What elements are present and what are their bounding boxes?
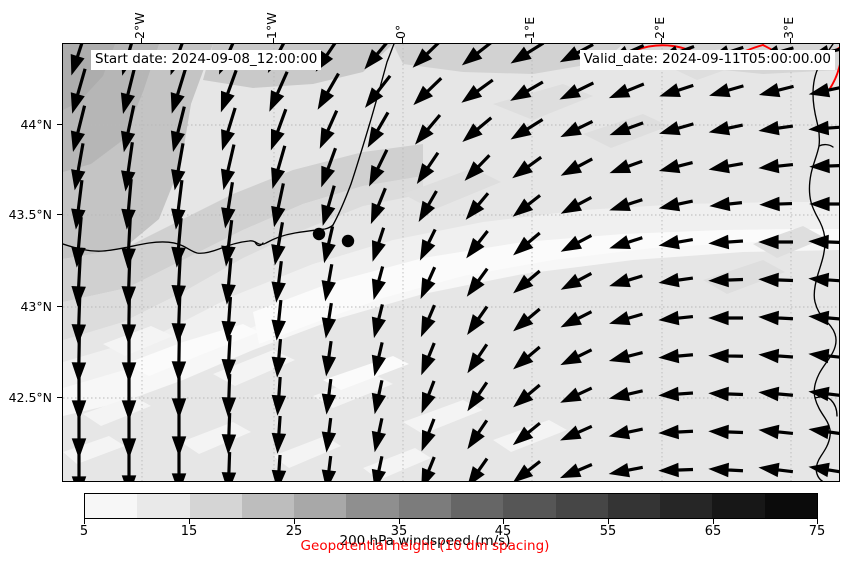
xtick-mark-1 <box>273 38 274 43</box>
map-axes: Start date: 2024-09-08_12:00:00 Valid_da… <box>62 43 840 482</box>
colorbar-tick-label-6: 65 <box>704 524 722 539</box>
colorbar: 5 15 25 35 45 55 65 75 <box>80 493 825 539</box>
colorbar-band-0 <box>85 494 138 518</box>
colorbar-tick-4 <box>503 519 504 524</box>
colorbar-band-13 <box>764 494 817 518</box>
colorbar-band-5 <box>346 494 399 518</box>
colorbar-band-8 <box>503 494 556 518</box>
valid-date-label: Valid_date: 2024-09-11T05:00:00.00 <box>579 50 835 70</box>
ytick-label-2: 43°N <box>20 299 52 314</box>
colorbar-band-2 <box>189 494 242 518</box>
colorbar-band-6 <box>398 494 451 518</box>
xtick-label-1: 1°W <box>264 12 279 39</box>
ytick-mark-2 <box>57 306 62 307</box>
colorbar-tick-label-0: 5 <box>79 524 89 539</box>
colorbar-band-4 <box>294 494 347 518</box>
wind-arrows <box>70 44 839 481</box>
colorbar-tick-0 <box>84 519 85 524</box>
colorbar-title: 200 hPa windspeed (m/s) <box>339 533 511 549</box>
colorbar-band-3 <box>241 494 295 518</box>
xtick-mark-2 <box>402 38 403 43</box>
xtick-mark-0 <box>141 38 142 43</box>
colorbar-tick-label-3: 35 <box>390 524 408 539</box>
xtick-label-4: 2°E <box>652 16 667 39</box>
xtick-mark-4 <box>661 38 662 43</box>
colorbar-band-11 <box>660 494 713 518</box>
colorbar-tick-label-1: 15 <box>180 524 198 539</box>
map-gridlines <box>63 44 839 481</box>
ytick-mark-0 <box>57 124 62 125</box>
ytick-label-1: 43.5°N <box>8 207 52 222</box>
map-plot-svg <box>63 44 839 481</box>
xtick-label-2: 0° <box>393 24 408 39</box>
ytick-label-3: 42.5°N <box>8 390 52 405</box>
colorbar-band-12 <box>712 494 765 518</box>
station-markers <box>312 227 355 248</box>
geopotential-legend-label: Geopotential height (10 dm spacing) <box>300 538 550 554</box>
colorbar-tick-5 <box>608 519 609 524</box>
colorbar-tick-3 <box>399 519 400 524</box>
colorbar-tick-2 <box>294 519 295 524</box>
ytick-mark-1 <box>57 214 62 215</box>
colorbar-band-10 <box>607 494 661 518</box>
xtick-mark-5 <box>790 38 791 43</box>
xtick-label-5: 3°E <box>781 16 796 39</box>
xtick-mark-3 <box>531 38 532 43</box>
colorbar-tick-label-4: 45 <box>494 524 512 539</box>
colorbar-tick-6 <box>713 519 714 524</box>
colorbar-tick-label-7: 75 <box>808 524 826 539</box>
colorbar-tick-7 <box>817 519 818 524</box>
colorbar-tick-label-2: 25 <box>285 524 303 539</box>
colorbar-tick-label-5: 55 <box>599 524 617 539</box>
ytick-mark-3 <box>57 397 62 398</box>
start-date-label: Start date: 2024-09-08_12:00:00 <box>91 50 322 70</box>
colorbar-band-1 <box>137 494 190 518</box>
xtick-label-0: 2°W <box>132 12 147 39</box>
colorbar-tick-1 <box>189 519 190 524</box>
xtick-label-3: 1°E <box>522 16 537 39</box>
colorbar-gradient <box>84 493 818 519</box>
colorbar-band-7 <box>450 494 504 518</box>
ytick-label-0: 44°N <box>20 117 52 132</box>
colorbar-band-9 <box>555 494 608 518</box>
